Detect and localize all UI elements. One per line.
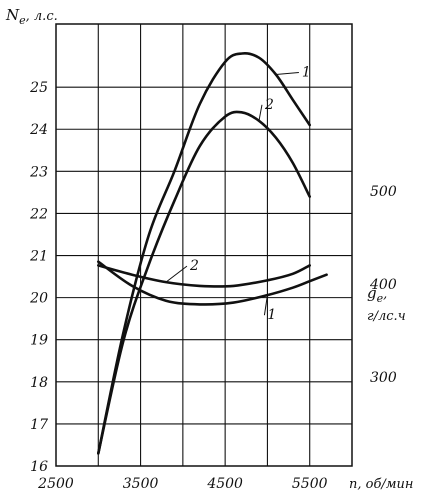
data-point xyxy=(131,285,133,287)
data-point xyxy=(309,264,311,266)
power-curve-2 xyxy=(97,110,311,455)
data-point xyxy=(241,111,243,113)
data-point xyxy=(199,103,201,105)
right-axis-title-unit1: , xyxy=(383,287,387,302)
data-point xyxy=(97,261,99,263)
y-tick-label: 24 xyxy=(29,122,48,138)
left-axis-title: Ne, л.с. xyxy=(5,6,58,27)
series-label-2-consumption-leader xyxy=(165,265,188,283)
x-axis-title: n, об/мин xyxy=(349,477,414,492)
data-point xyxy=(165,300,167,302)
data-point xyxy=(326,274,328,276)
data-point xyxy=(233,302,235,304)
data-point xyxy=(233,285,235,287)
series-label-1-power: 1 xyxy=(302,65,311,81)
series-label-1-power-leader xyxy=(275,72,299,76)
y-tick-label: 16 xyxy=(30,459,48,475)
series-label-1-consumption-leader xyxy=(263,295,268,316)
data-point xyxy=(241,52,243,55)
y-tick-label: 19 xyxy=(30,333,48,349)
data-point xyxy=(199,303,201,305)
right-axis-title-sub: e xyxy=(377,292,384,305)
data-point xyxy=(292,162,294,164)
y-tick-label: 18 xyxy=(30,375,48,391)
consumption-curve-2 xyxy=(97,264,311,288)
data-point xyxy=(123,339,125,341)
y-tick-label: 25 xyxy=(29,80,48,96)
data-point xyxy=(309,280,311,282)
y2-tick-label: 400 xyxy=(369,277,397,293)
y2-tick-label: 500 xyxy=(370,184,397,200)
power-curve-1 xyxy=(97,52,311,455)
x-tick-label: 5500 xyxy=(292,476,328,492)
data-point xyxy=(309,196,311,198)
left-axis-title-main: N xyxy=(5,6,20,24)
data-point xyxy=(131,274,133,276)
series-label-2-consumption: 2 xyxy=(189,258,199,274)
y-tick-label: 22 xyxy=(29,206,48,222)
data-point xyxy=(292,287,294,289)
y2-tick-label: 300 xyxy=(370,370,397,386)
data-point xyxy=(224,61,226,63)
data-point xyxy=(292,273,294,275)
data-point xyxy=(97,452,99,454)
y-tick-label: 23 xyxy=(29,164,48,180)
data-point xyxy=(224,116,226,118)
data-point xyxy=(309,124,311,126)
data-point xyxy=(258,57,260,59)
left-axis-title-unit: , л.с. xyxy=(26,9,58,24)
right-axis-title-unit2: г/лс.ч xyxy=(367,309,406,324)
right-axis-title-main: g xyxy=(367,284,377,302)
curve-layer xyxy=(97,52,328,455)
data-point xyxy=(173,170,175,172)
data-point xyxy=(97,264,99,266)
x-tick-label: 3500 xyxy=(123,476,159,492)
data-point xyxy=(199,285,201,287)
y-tick-label: 20 xyxy=(29,291,48,307)
data-point xyxy=(148,263,150,265)
data-point xyxy=(292,99,294,101)
grid-layer xyxy=(55,23,353,467)
data-point xyxy=(266,279,268,281)
data-point xyxy=(173,200,175,202)
x-tick-label: 2500 xyxy=(37,476,74,492)
left-axis-title-sub: e xyxy=(19,14,26,27)
data-point xyxy=(123,330,125,332)
x-tick-label: 4500 xyxy=(206,476,243,492)
plot-frame xyxy=(55,23,353,467)
text-layer: Ne, л.с. ge, г/лс.ч n, об/мин 1617181920… xyxy=(5,6,414,492)
series-label-2-power: 2 xyxy=(264,97,274,113)
right-axis-title: ge, xyxy=(367,284,387,305)
data-point xyxy=(199,145,201,147)
series-label-2-power-leader xyxy=(258,104,263,121)
y-tick-label: 17 xyxy=(30,417,48,433)
data-point xyxy=(148,233,150,236)
data-point xyxy=(275,137,277,139)
series-label-1-consumption: 1 xyxy=(267,307,276,323)
y-tick-label: 21 xyxy=(29,249,48,265)
